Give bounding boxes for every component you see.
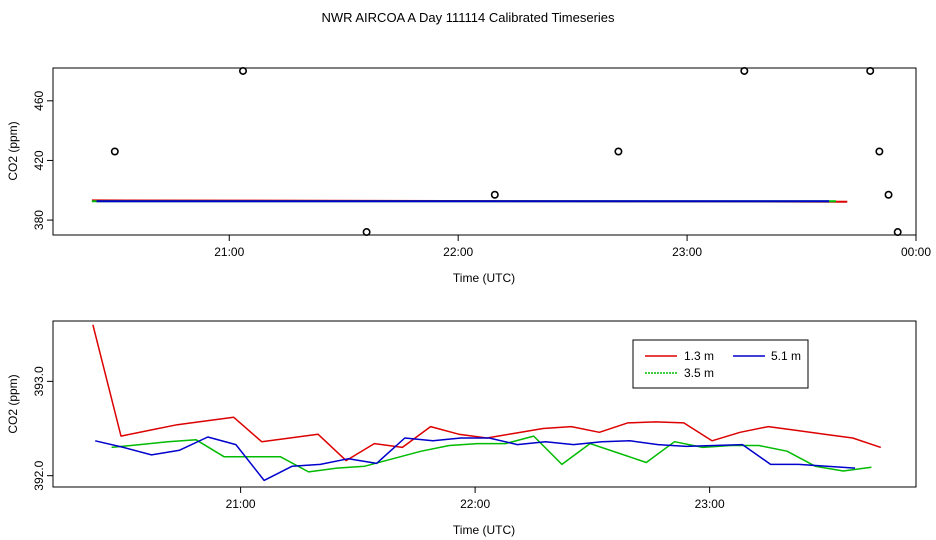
legend-label-3-5m: 3.5 m [684,366,714,380]
top-y-tick-label: 420 [32,150,46,170]
top-x-tick-label: 22:00 [443,245,473,259]
legend-box [632,339,809,389]
top-data-point [362,228,371,237]
top-y-tick-label: 460 [32,90,46,110]
bottom-plot-frame [52,320,917,488]
top-x-tick-label: 23:00 [672,245,702,259]
top-y-axis: 380 420 460 [32,90,53,230]
legend: 1.3 m 5.1 m 3.5 m [632,339,809,389]
bottom-x-axis: 21:00 22:00 23:00 [226,487,725,511]
top-points-group [110,66,902,237]
top-y-tick-label: 380 [32,210,46,230]
top-x-axis-label: Time (UTC) [453,271,515,285]
top-plot-frame [52,67,917,236]
bottom-x-tick-label: 23:00 [695,497,725,511]
top-data-point [238,66,247,75]
top-panel: 21:00 22:00 23:00 00:00 380 420 460 Time (UTC… [6,66,931,285]
top-data-point [614,147,623,156]
top-x-tick-label: 00:00 [901,245,931,259]
top-x-axis: 21:00 22:00 23:00 00:00 [214,235,931,259]
chart-title: NWR AIRCOA A Day 111114 Calibrated Times… [321,10,615,25]
top-data-point [110,147,119,156]
bottom-y-tick-label: 392.0 [32,460,46,490]
top-data-point [875,147,884,156]
top-series-group [91,199,848,203]
bottom-series-group [92,324,882,482]
top-y-axis-label: CO2 (ppm) [6,121,20,180]
top-data-point [884,190,893,199]
legend-label-1-3m: 1.3 m [684,349,714,363]
bottom-x-axis-label: Time (UTC) [453,523,515,537]
legend-label-5-1m: 5.1 m [771,349,801,363]
bottom-series-line [95,436,856,482]
top-data-point [866,66,875,75]
bottom-y-tick-label: 393.0 [32,366,46,396]
bottom-x-tick-label: 22:00 [460,497,490,511]
bottom-panel: 21:00 22:00 23:00 392.0 393.0 Time (UTC) CO… [6,320,917,537]
bottom-y-axis-label: CO2 (ppm) [6,374,20,433]
bottom-y-axis: 392.0 393.0 [32,366,53,491]
top-data-point [490,190,499,199]
top-data-point [740,66,749,75]
top-data-point [893,228,902,237]
bottom-x-tick-label: 21:00 [226,497,256,511]
top-x-tick-label: 21:00 [214,245,244,259]
